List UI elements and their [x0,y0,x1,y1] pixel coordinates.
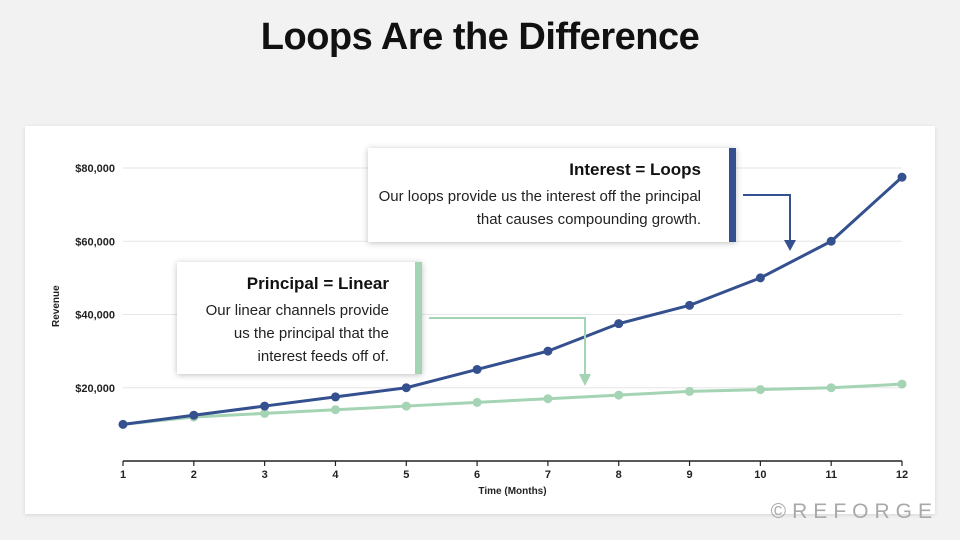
linear-arrowhead [579,374,591,386]
series-loops-point [685,300,695,310]
series-loops-point [614,319,624,329]
y-tick-label: $40,000 [75,310,115,322]
linear-connector [429,317,586,378]
series-loops-point [401,383,411,393]
callout-linear: Principal = Linear Our linear channels p… [177,262,422,374]
loops-arrowhead [784,240,796,251]
x-tick-label: 5 [403,469,409,481]
series-loops-point [330,392,340,402]
series-loops-point [118,419,128,429]
series-linear-point [685,386,695,396]
series-linear-point [472,397,482,407]
series-loops-line [121,175,904,426]
series-linear-point [755,385,765,395]
x-tick-label: 12 [896,469,908,481]
callout-linear-body: Our linear channels provide us the princ… [205,302,389,365]
page-title: Loops Are the Difference [260,16,700,58]
y-tick-label: $80,000 [75,163,115,175]
series-loops-point [260,401,270,411]
x-axis-ticks: 1 2 3 4 5 6 7 8 9 10 11 12 [120,461,908,481]
series-loops-point [189,410,199,420]
series-loops-point [826,236,836,246]
loops-connector [743,194,791,244]
x-tick-label: 8 [616,469,622,481]
series-loops-point [472,364,482,374]
y-tick-label: $20,000 [75,383,115,395]
y-tick-label: $60,000 [75,236,115,248]
x-tick-label: 11 [825,469,837,481]
series-loops-point [755,273,765,283]
x-tick-label: 7 [545,469,551,481]
series-loops-point [897,172,907,182]
series-group [118,172,907,429]
line-chart: $20,000$40,000$60,000$80,000 1 2 3 4 5 6 7 8 9 10… [51,163,908,497]
series-linear-point [826,383,836,393]
series-linear-line [121,382,904,426]
callout-linear-title: Principal = Linear [246,274,389,293]
x-axis-title: Time (Months) [478,486,546,497]
x-tick-label: 6 [474,469,480,481]
y-axis-title: Revenue [51,285,62,327]
series-linear-point [543,394,553,404]
x-tick-label: 3 [262,469,268,481]
callout-loops: Interest = Loops Our loops provide us th… [368,148,736,242]
x-tick-label: 1 [120,469,126,481]
x-tick-label: 9 [686,469,692,481]
x-tick-label: 4 [332,469,339,481]
callout-loops-title: Interest = Loops [569,160,701,179]
x-tick-label: 10 [754,469,766,481]
series-loops-point [543,346,553,356]
series-linear-point [260,408,270,418]
series-linear-point [401,401,411,411]
series-linear-point [614,390,624,400]
callout-connectors [429,194,796,386]
reforge-watermark: ©REFORGE [770,500,938,523]
y-axis-ticks: $20,000 $40,000 $60,000 $80,000 [75,163,115,395]
series-linear-point [897,379,907,389]
callout-loops-body: Our loops provide us the interest off th… [378,188,701,228]
x-tick-label: 2 [191,469,197,481]
series-linear-point [330,405,340,415]
